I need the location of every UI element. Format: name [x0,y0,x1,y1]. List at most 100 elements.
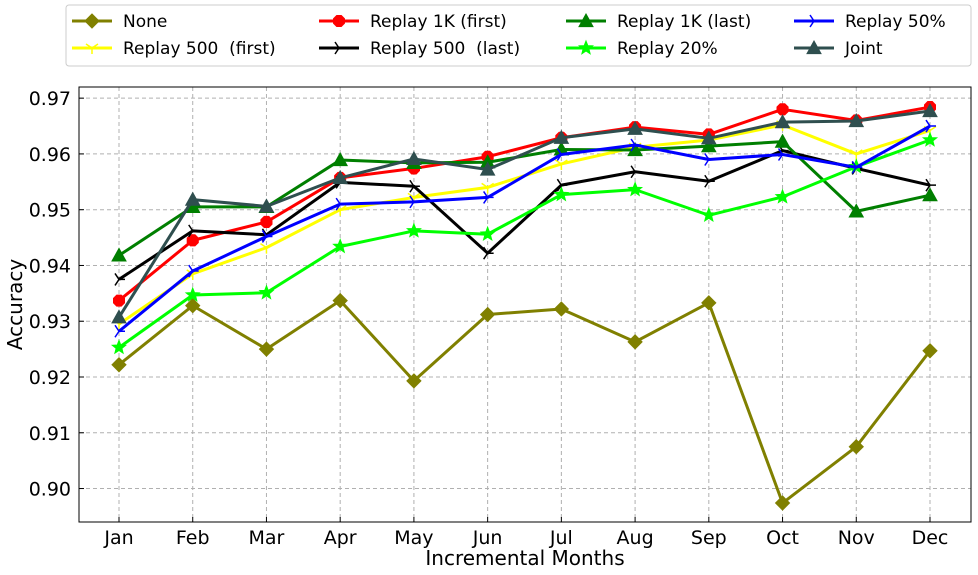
data-point [851,160,863,174]
data-point [188,224,199,238]
legend-swatch-marker [809,14,820,28]
data-point [777,148,789,161]
legend-label: Replay 50% [845,12,946,32]
data-point [848,203,865,218]
data-point [774,495,791,511]
data-point [479,161,496,176]
data-point [922,343,938,359]
series-replay-20 [110,131,939,355]
data-point [627,120,643,135]
data-point [630,165,642,179]
data-point [110,339,128,355]
data-point [483,191,494,204]
legend-label: Replay 1K (last) [617,12,751,32]
legend-swatch-marker [333,15,345,27]
data-point [553,301,570,317]
data-point [700,206,717,223]
legend-item-replay-20: Replay 20% [566,39,718,59]
data-point [479,306,496,323]
series-line [118,140,931,257]
data-point [925,119,936,133]
data-point [553,186,570,202]
data-point [260,242,273,254]
data-point [258,341,275,357]
series-line [118,138,931,349]
data-point [553,129,570,144]
data-point [556,178,568,192]
y-tick-label: 0.94 [29,255,71,277]
legend-label: Replay 1K (first) [370,12,507,32]
y-tick-label: 0.92 [29,367,71,389]
data-point [627,181,644,197]
data-point [406,373,422,389]
legend-item-replay-500-first: Replay 500 (first) [72,39,276,59]
series-joint [111,102,938,324]
plot-area [78,86,972,523]
x-axis-label: Incremental Months [425,546,624,570]
data-point [111,309,127,324]
legend-label: Replay 20% [617,39,718,59]
x-tick-label: Mar [249,527,285,549]
data-point [627,334,643,350]
data-point [409,179,420,193]
data-point [186,234,199,247]
legend-swatch-marker [806,39,822,55]
y-tick-label: 0.96 [29,144,71,166]
data-point [405,222,422,238]
legend-item-replay-1k-last: Replay 1K (last) [566,12,751,32]
data-point [479,225,496,242]
data-point [556,148,568,161]
data-point [406,150,422,166]
data-point [483,246,494,260]
data-point [925,178,936,192]
data-point [185,297,201,314]
data-point [114,272,125,286]
data-point [332,169,349,185]
data-point [114,324,125,338]
data-point [184,286,201,302]
x-tick-label: Jun [472,527,503,549]
y-tick-label: 0.90 [29,479,71,501]
y-tick-label: 0.93 [29,311,71,333]
series-line [118,299,932,505]
series-replay-50 [114,119,936,338]
y-axis-label: Accuracy [3,259,27,350]
legend-swatch-marker [85,43,99,54]
legend-label: Replay 500 (first) [123,39,276,59]
data-point [700,130,717,145]
data-point [335,197,347,211]
legend-swatch-marker [334,41,345,55]
x-tick-label: May [394,527,433,549]
legend-item-replay-1k-first: Replay 1K (first) [319,12,507,32]
legend-label: None [123,12,167,32]
legend-label: Replay 500 (last) [370,39,520,59]
data-point [701,295,717,311]
legend-label: Joint [844,39,883,59]
legend-item-replay-50: Replay 50% [794,12,946,32]
data-point [332,292,348,309]
legend-swatch-marker [578,12,594,28]
data-point [409,195,420,209]
data-point [332,238,349,254]
data-point [111,247,127,262]
series-none [111,292,938,511]
data-point [184,191,201,206]
x-tick-label: Nov [838,527,875,549]
x-tick-label: Oct [766,527,799,549]
data-point [554,159,568,170]
axis-ticks: 0.90 0.91 0.92 0.93 0.94 0.95 0.96 0.97 Jan Feb Ma… [29,88,949,549]
data-point [921,131,939,147]
legend-swatch-marker [84,13,100,29]
data-point [774,114,791,129]
data-point [848,112,865,128]
legend-box [65,4,972,67]
data-point [922,102,938,118]
x-tick-label: Jul [549,527,573,549]
data-point [260,215,273,228]
data-point [481,182,495,194]
x-tick-label: Sep [691,527,727,549]
data-point [113,294,125,307]
x-tick-label: Apr [324,527,357,549]
legend-item-none: None [72,12,167,32]
data-point [848,439,864,455]
